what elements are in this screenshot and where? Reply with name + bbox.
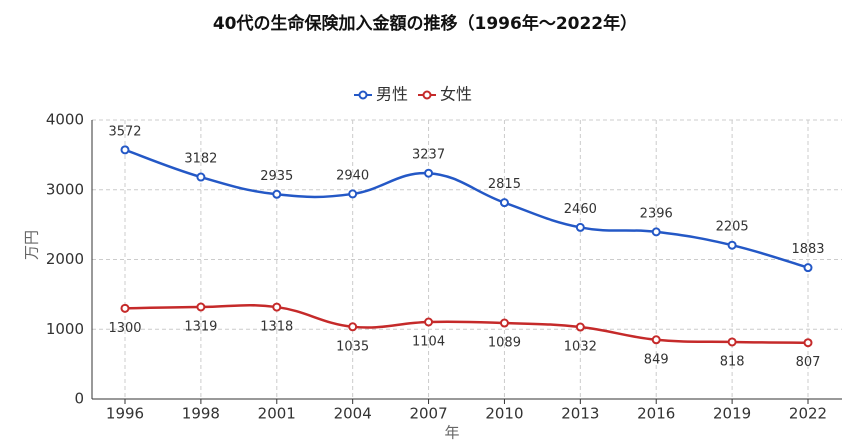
data-point: [348, 322, 358, 332]
x-tick-label: 2001: [258, 405, 296, 423]
data-point: [272, 189, 282, 199]
data-point: [803, 338, 813, 348]
data-point: [120, 145, 130, 155]
data-label: 2205: [716, 220, 749, 235]
y-tick-label: 4000: [46, 111, 84, 129]
data-label: 807: [796, 355, 821, 370]
data-label: 3237: [412, 148, 445, 163]
legend-marker: [358, 90, 368, 100]
data-label: 1032: [564, 340, 597, 355]
data-label: 3182: [184, 152, 217, 167]
data-label: 2940: [336, 168, 369, 183]
data-point: [499, 198, 509, 208]
x-tick-label: 2019: [713, 405, 751, 423]
legend-label: 女性: [440, 85, 472, 104]
data-point: [727, 337, 737, 347]
data-label: 1318: [260, 320, 293, 335]
data-point: [196, 172, 206, 182]
data-label: 2935: [260, 169, 293, 184]
data-point: [651, 227, 661, 237]
data-point: [727, 240, 737, 250]
x-axis-label: 年: [444, 424, 459, 442]
data-label: 2815: [488, 177, 521, 192]
legend-marker: [422, 90, 432, 100]
data-label: 2460: [564, 202, 597, 217]
x-tick-label: 2022: [789, 405, 827, 423]
data-point: [424, 168, 434, 178]
x-tick-label: 2013: [561, 405, 599, 423]
y-tick-label: 0: [74, 390, 84, 408]
data-label: 1319: [184, 319, 217, 334]
series-line: [124, 148, 809, 269]
x-tick-label: 2010: [485, 405, 523, 423]
data-label: 3572: [108, 124, 141, 139]
data-point: [651, 335, 661, 345]
data-label: 818: [720, 354, 745, 369]
legend-label: 男性: [376, 85, 408, 104]
x-tick-label: 2004: [334, 405, 372, 423]
data-label: 1300: [108, 321, 141, 336]
y-tick-label: 3000: [46, 180, 84, 198]
data-point: [424, 317, 434, 327]
data-point: [575, 322, 585, 332]
data-point: [499, 318, 509, 328]
data-label: 1035: [336, 339, 369, 354]
data-label: 1104: [412, 334, 445, 349]
x-tick-label: 1998: [182, 405, 220, 423]
data-point: [196, 302, 206, 312]
data-point: [272, 302, 282, 312]
data-label: 849: [644, 352, 669, 367]
x-tick-label: 1996: [106, 405, 144, 423]
data-point: [120, 303, 130, 313]
data-point: [803, 263, 813, 273]
data-label: 1883: [791, 242, 824, 257]
chart-title: 40代の生命保険加入金額の推移（1996年〜2022年）: [213, 13, 637, 34]
y-axis-label: 万円: [23, 230, 41, 260]
x-tick-label: 2016: [637, 405, 675, 423]
data-label: 1089: [488, 336, 521, 351]
series-line: [124, 303, 809, 344]
data-label: 2396: [640, 206, 673, 221]
data-point: [575, 222, 585, 232]
y-tick-label: 1000: [46, 320, 84, 338]
x-tick-label: 2007: [409, 405, 447, 423]
y-tick-label: 2000: [46, 250, 84, 268]
data-point: [348, 189, 358, 199]
